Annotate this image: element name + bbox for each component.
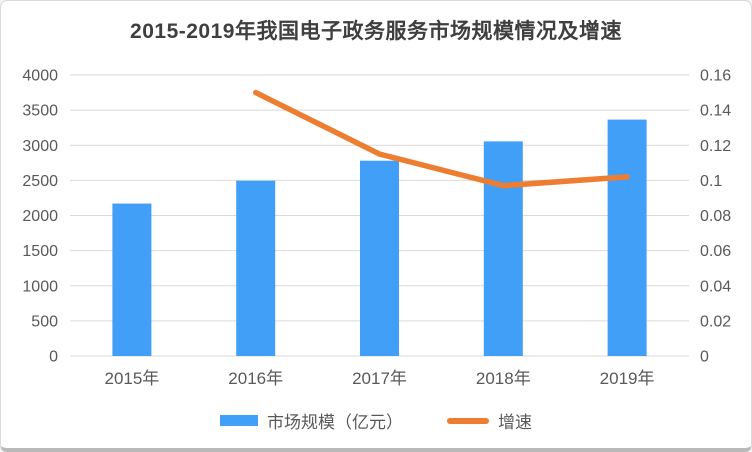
- x-axis-label-2016年: 2016年: [228, 369, 283, 388]
- y-right-tick-label: 0: [700, 349, 709, 366]
- y-left-tick-label: 0: [49, 349, 58, 366]
- y-left-tick-label: 500: [31, 313, 58, 330]
- chart-legend: 市场规模（亿元） 增速: [1, 408, 751, 433]
- y-right-tick-label: 0.02: [700, 313, 731, 330]
- legend-label-growth-rate: 增速: [498, 413, 532, 432]
- y-left-tick-label: 2500: [22, 173, 58, 190]
- bar-2016年: [236, 180, 276, 356]
- x-axis-label-2017年: 2017年: [352, 369, 407, 388]
- legend-item-growth-rate: 增速: [447, 408, 532, 433]
- bar-2017年: [360, 160, 399, 356]
- x-axis-label-2019年: 2019年: [600, 369, 655, 388]
- growth-rate-line: [252, 89, 630, 189]
- x-axis-label-2015年: 2015年: [104, 369, 159, 388]
- legend-item-market-scale: 市场规模（亿元）: [220, 408, 403, 433]
- y-right-tick-label: 0.16: [700, 68, 731, 85]
- bar-2018年: [483, 141, 523, 356]
- y-right-tick-label: 0.06: [700, 243, 731, 260]
- y-right-tick-label: 0.1: [700, 173, 722, 190]
- y-left-tick-label: 3500: [22, 103, 58, 120]
- x-axis-label-2018年: 2018年: [476, 369, 531, 388]
- line-series-swatch-icon: [447, 417, 489, 424]
- y-left-tick-label: 1500: [22, 243, 58, 260]
- legend-label-market-scale: 市场规模（亿元）: [267, 413, 403, 432]
- y-right-tick-label: 0.14: [700, 103, 731, 120]
- y-left-tick-label: 3000: [22, 138, 58, 155]
- y-right-tick-label: 0.04: [700, 278, 731, 295]
- y-right-tick-label: 0.12: [700, 138, 731, 155]
- bar-series-swatch-icon: [220, 415, 258, 426]
- y-left-tick-label: 1000: [22, 278, 58, 295]
- y-left-tick-label: 2000: [22, 208, 58, 225]
- chart-title: 2015-2019年我国电子政务服务市场规模情况及增速: [130, 20, 622, 43]
- y-right-tick-label: 0.08: [700, 208, 731, 225]
- bar-2015年: [112, 203, 152, 356]
- y-left-tick-label: 4000: [22, 68, 58, 85]
- bar-2019年: [607, 119, 647, 356]
